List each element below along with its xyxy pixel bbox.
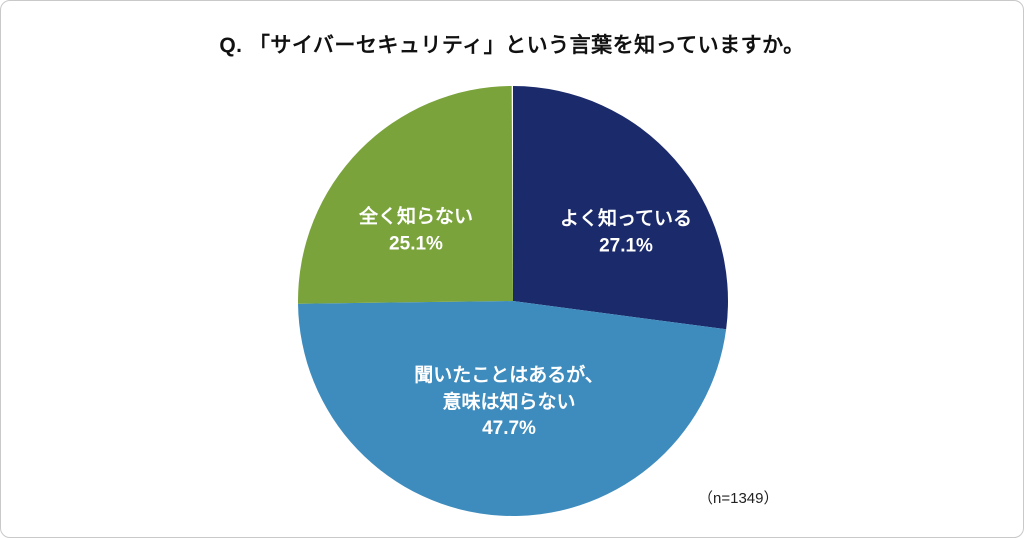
chart-title: Q. 「サイバーセキュリティ」という言葉を知っていますか。 — [219, 34, 805, 57]
label-line: よく知っている — [559, 208, 693, 230]
slice-label-know-well: よく知っている 27.1% — [560, 206, 692, 259]
label-line: 聞いたことはあるが、 — [414, 365, 604, 387]
label-line: 意味は知らない — [442, 391, 576, 413]
slice-label-heard-but-unknown: 聞いたことはあるが、 意味は知らない 47.7% — [414, 363, 604, 443]
label-line: 27.1% — [599, 235, 653, 256]
pie-slice-0 — [513, 86, 728, 330]
label-line: 全く知らない — [358, 206, 474, 228]
label-line: 47.7% — [482, 418, 536, 440]
label-line: 25.1% — [389, 233, 443, 254]
pie-svg — [298, 86, 728, 516]
slice-label-dont-know: 全く知らない 25.1% — [359, 204, 473, 257]
pie-chart: よく知っている 27.1% 聞いたことはあるが、 意味は知らない 47.7% 全… — [298, 86, 728, 516]
sample-size-note: （n=1349） — [698, 490, 779, 507]
pie-slice-1 — [298, 301, 727, 516]
pie-slice-2 — [298, 86, 513, 304]
